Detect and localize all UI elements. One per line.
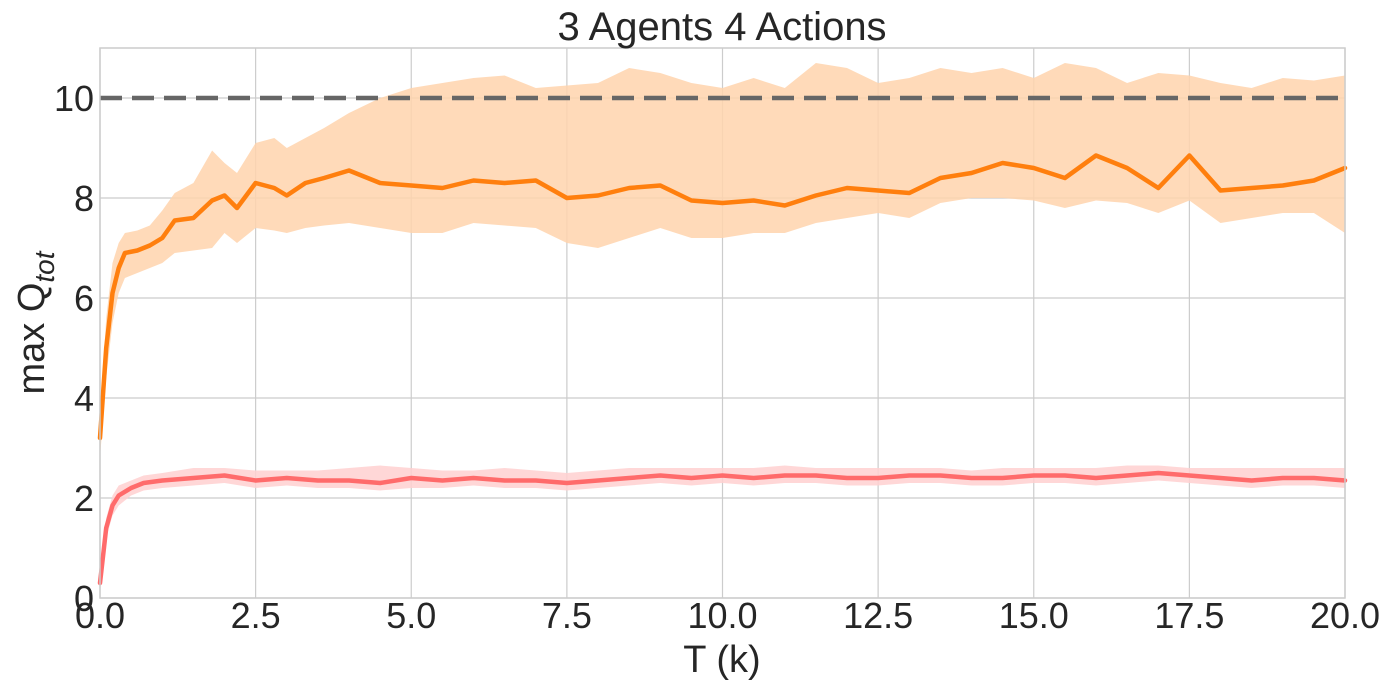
y-tick-label: 8 [74, 178, 94, 219]
chart-title: 3 Agents 4 Actions [557, 5, 886, 49]
x-tick-label: 0.0 [75, 595, 125, 636]
y-tick-label: 0 [74, 578, 94, 619]
x-tick-labels: 0.0 2.5 5.0 7.5 10.0 12.5 15.0 17.5 20.0 [75, 595, 1380, 636]
y-tick-label: 6 [74, 278, 94, 319]
x-tick-label: 20.0 [1310, 595, 1380, 636]
x-tick-label: 12.5 [843, 595, 913, 636]
x-tick-label: 17.5 [1154, 595, 1224, 636]
x-tick-label: 2.5 [231, 595, 281, 636]
x-tick-label: 15.0 [999, 595, 1069, 636]
series-band-0 [100, 63, 1345, 458]
y-tick-label: 2 [74, 478, 94, 519]
y-tick-labels: 0 2 4 6 8 10 [54, 78, 94, 619]
series-line-1 [97, 470, 1348, 586]
y-tick-label: 4 [74, 378, 94, 419]
x-tick-label: 5.0 [386, 595, 436, 636]
plot-frame [99, 47, 1346, 599]
x-tick-label: 10.0 [687, 595, 757, 636]
y-axis-label: max Qtot [11, 250, 60, 394]
y-tick-label: 10 [54, 78, 94, 119]
series-lines [97, 153, 1348, 586]
x-tick-label: 7.5 [542, 595, 592, 636]
x-axis-label: T (k) [683, 639, 760, 681]
y-axis-label-main: max Q [11, 283, 53, 395]
y-axis-label-sub: tot [29, 250, 60, 282]
series-line-0 [97, 153, 1348, 441]
